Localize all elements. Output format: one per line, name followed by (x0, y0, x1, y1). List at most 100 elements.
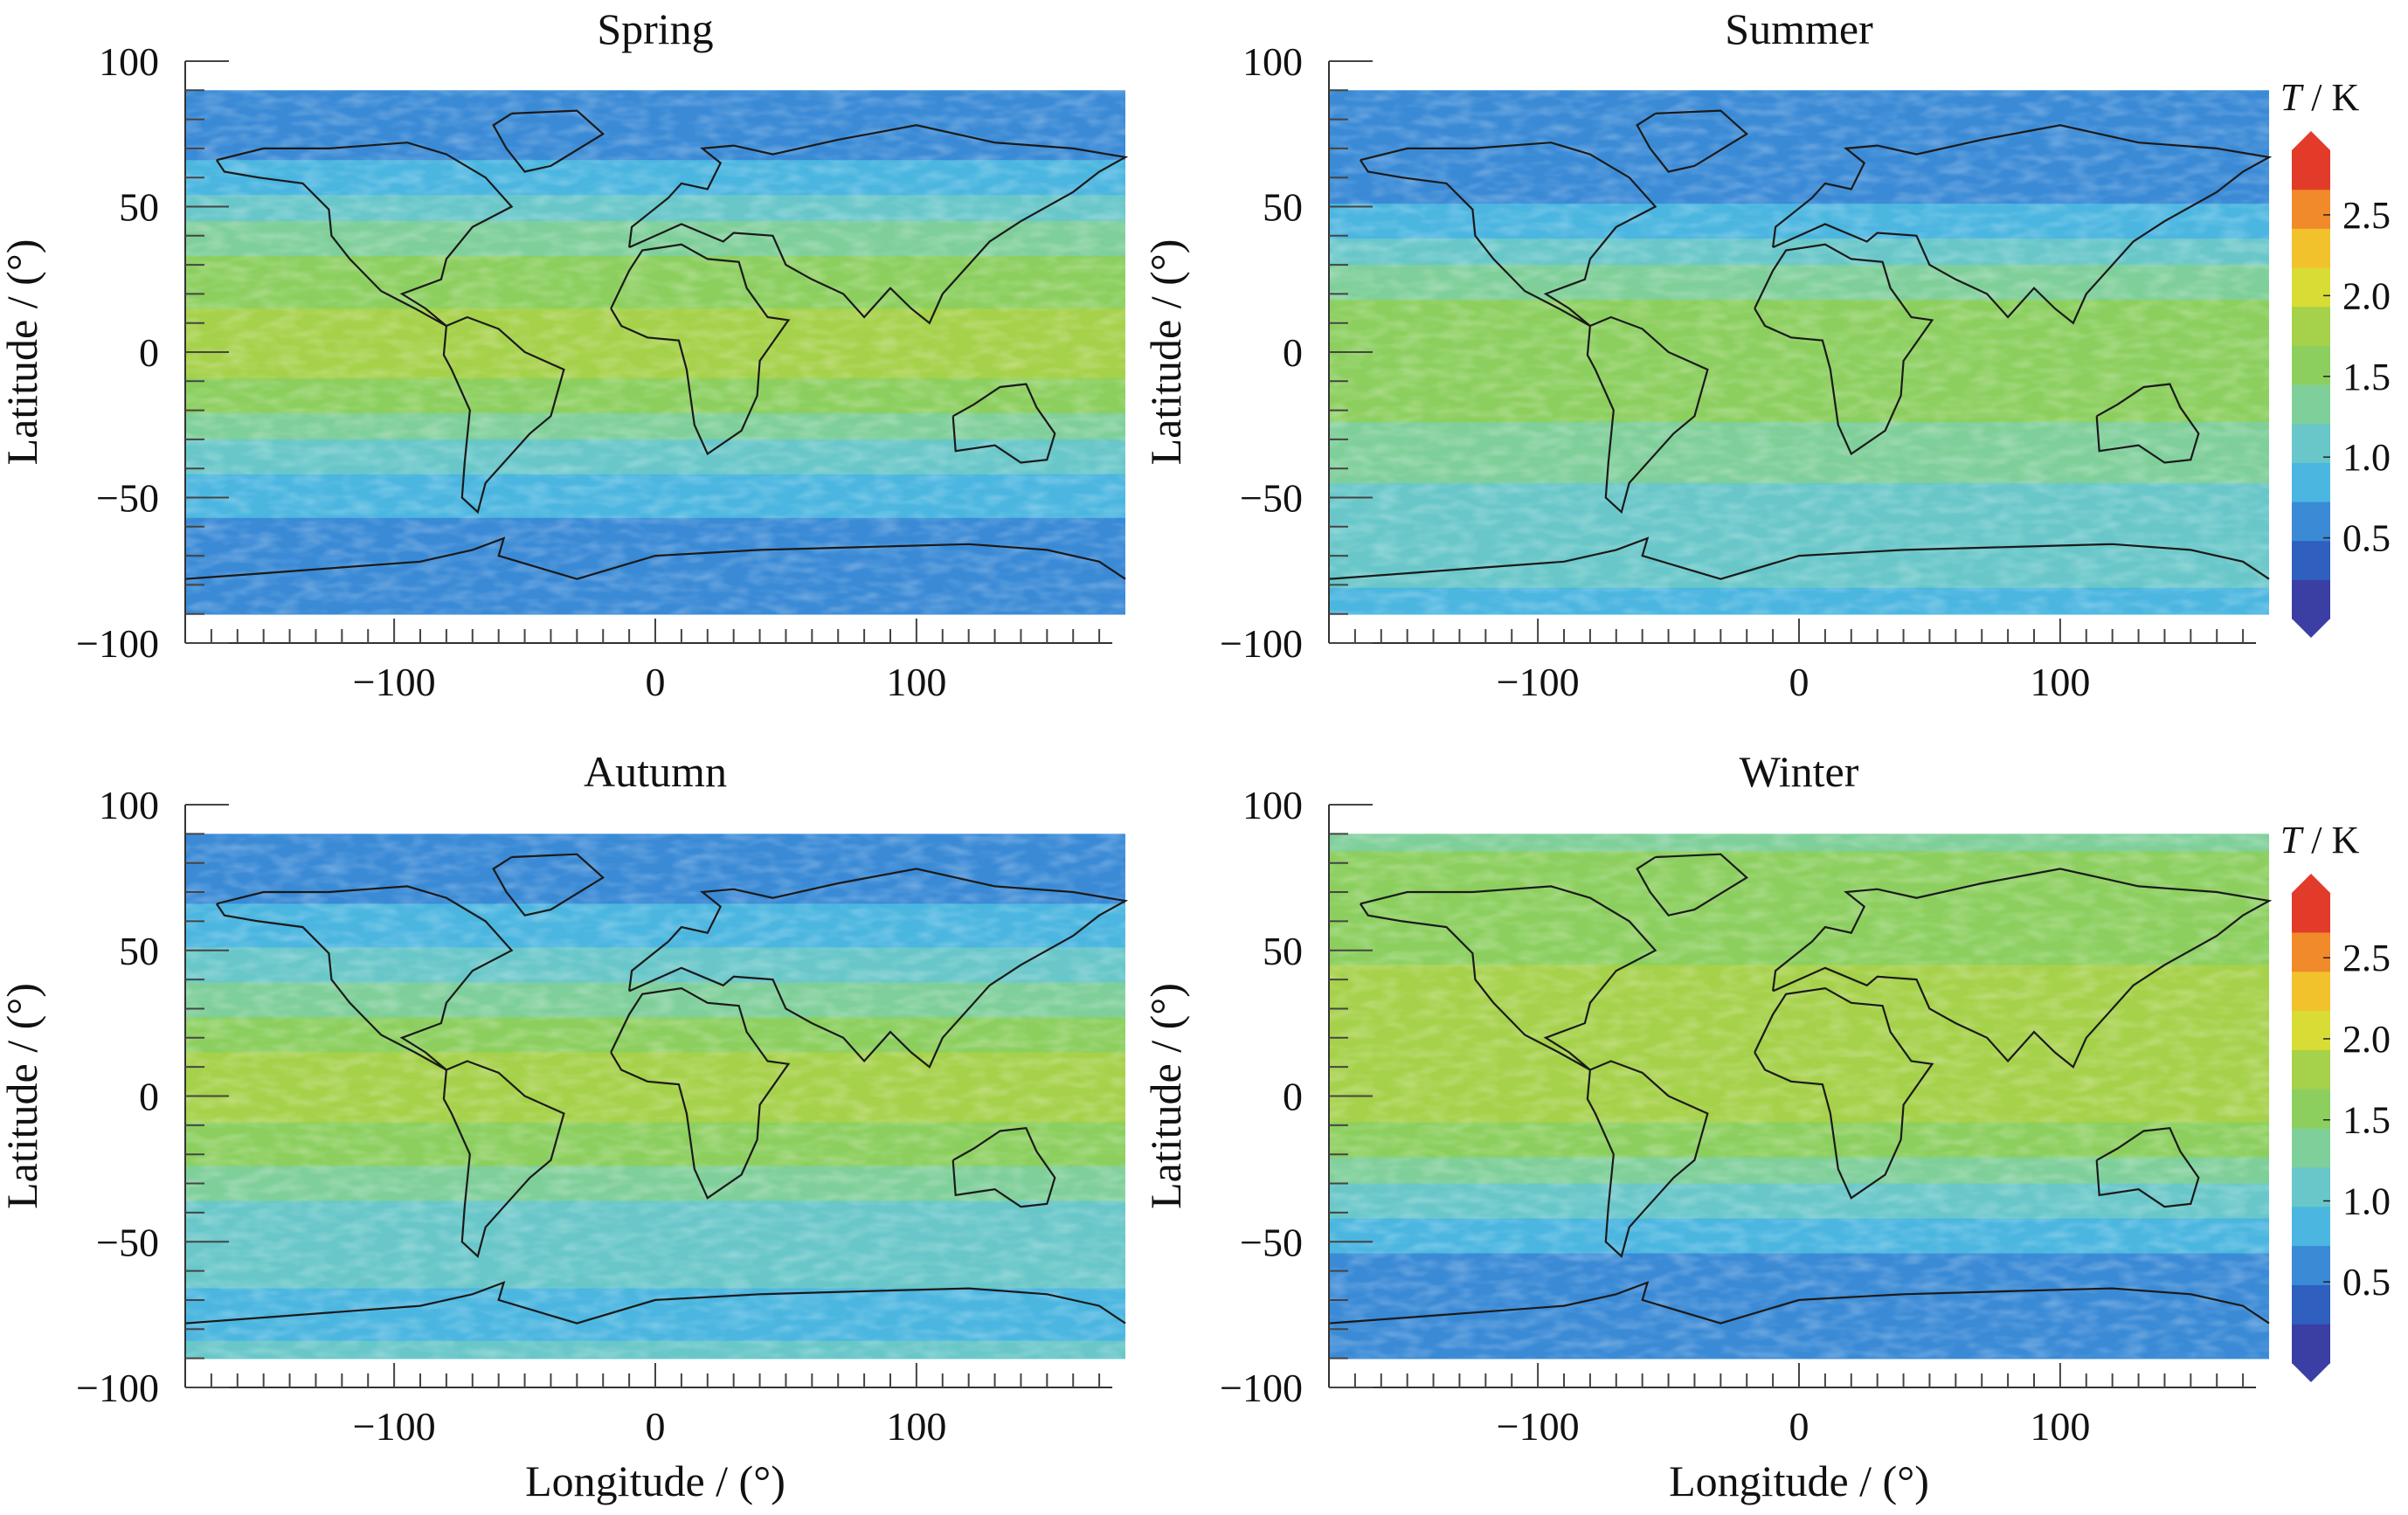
colorbar-swatch (2292, 306, 2330, 346)
colorbar-title: T / K (2280, 819, 2360, 861)
coastline-path (1359, 142, 1657, 327)
colorbar-swatch (2292, 345, 2330, 385)
y-tick-label: 50 (119, 929, 159, 973)
field-speckle (185, 90, 1125, 614)
coastline-path (184, 536, 1126, 580)
colorbar-min-arrow (2292, 1363, 2330, 1382)
y-tick-label: 0 (1283, 330, 1303, 375)
y-ticks: 100 50 0 −50 −100 (1220, 39, 1373, 666)
colorbar-tick-label: 0.5 (2342, 517, 2391, 560)
colorbar-swatch (2292, 1010, 2330, 1050)
x-tick-label: 100 (886, 1404, 946, 1449)
coastline-path (492, 853, 605, 917)
coastline-path (1586, 315, 1709, 515)
y-tick-label: 50 (1263, 929, 1303, 973)
coastline-path (442, 1060, 565, 1258)
coastline-path (1359, 885, 1657, 1071)
x-ticks: −100 0 100 (1353, 619, 2245, 704)
colorbar-swatch (2292, 1128, 2330, 1168)
coastline-path (628, 868, 1129, 1069)
y-tick-label: 100 (99, 783, 159, 827)
colorbar-swatch (2292, 1245, 2330, 1285)
colorbar-swatch (2292, 462, 2330, 502)
x-tick-label: 100 (2030, 660, 2090, 704)
y-tick-label: −50 (1240, 476, 1303, 521)
x-tick-label: −100 (353, 660, 436, 704)
colorbar-tick-label: 1.0 (2342, 1179, 2391, 1222)
y-tick-label: 0 (139, 330, 159, 375)
y-axis-title: Latitude / (°) (0, 239, 46, 466)
coastline-path (951, 383, 1056, 464)
y-tick-label: 100 (1242, 39, 1303, 84)
y-tick-label: −50 (96, 1220, 159, 1264)
colorbar-tick-label: 2.5 (2342, 937, 2391, 979)
coastline-path (628, 124, 1129, 325)
panel-title: Spring (597, 4, 713, 53)
colorbar-swatch (2292, 267, 2330, 308)
field-speckle (1329, 90, 2269, 614)
coastline-path (1754, 243, 1934, 456)
colorbar: 0.5 1.0 1.5 2.0 2.5 T / K (2280, 76, 2391, 638)
field-speckle (185, 834, 1125, 1359)
y-tick-label: −100 (76, 621, 159, 666)
field-speckle (1329, 834, 2269, 1359)
colorbar-swatch (2292, 1166, 2330, 1207)
coastlines (184, 109, 1129, 580)
coastline-path (215, 142, 514, 327)
coastline-path (442, 315, 565, 515)
x-tick-label: −100 (1497, 660, 1580, 704)
coastline-path (610, 986, 791, 1200)
y-tick-label: 100 (99, 39, 159, 84)
x-ticks: −100 0 100 (210, 1363, 1101, 1449)
x-tick-label: 0 (646, 660, 666, 704)
x-tick-label: 0 (646, 1404, 666, 1449)
y-axis-title: Latitude / (°) (0, 983, 46, 1209)
panel-autumn: 100 50 0 −50 −100 −100 0 100 Autumn Latitude / (°… (0, 747, 1129, 1505)
colorbar-swatch (2292, 893, 2330, 933)
colorbar-swatch (2292, 931, 2330, 972)
y-tick-label: 100 (1242, 783, 1303, 827)
colorbar-swatch (2292, 502, 2330, 542)
colorbar-title-symbol: T (2280, 819, 2305, 861)
x-axis-title: Longitude / (°) (525, 1456, 785, 1505)
colorbar-swatch (2292, 1089, 2330, 1129)
x-tick-label: −100 (1497, 1404, 1580, 1449)
colorbar-tick-label: 1.5 (2342, 1099, 2391, 1142)
colorbar-swatch (2292, 1049, 2330, 1090)
panel-spring: 100 50 0 −50 −100 −100 0 100 Spring Latitude / (°… (0, 4, 1129, 704)
colorbar-swatch (2292, 540, 2330, 580)
coastline-path (1328, 536, 2270, 580)
y-tick-label: 0 (1283, 1075, 1303, 1119)
coastline-path (2095, 383, 2200, 464)
y-ticks: 100 50 0 −50 −100 (76, 39, 229, 666)
coastline-path (610, 243, 791, 456)
x-tick-label: 100 (2030, 1404, 2090, 1449)
x-tick-label: −100 (353, 1404, 436, 1449)
colorbar-min-arrow (2292, 619, 2330, 638)
x-axis-title: Longitude / (°) (1669, 1456, 1929, 1505)
panel-title: Winter (1740, 747, 1859, 796)
coastline-path (2095, 1127, 2200, 1208)
colorbar-title-symbol: T (2280, 76, 2305, 119)
colorbar-tick-label: 2.5 (2342, 194, 2391, 237)
colorbar-title-unit: / K (2301, 819, 2359, 861)
y-axis-title: Latitude / (°) (1141, 239, 1190, 466)
x-ticks: −100 0 100 (210, 619, 1101, 704)
coastline-path (492, 109, 605, 173)
coastline-path (1636, 109, 1749, 173)
colorbar-swatch (2292, 971, 2330, 1012)
panel-title: Summer (1725, 4, 1873, 53)
colorbar-tick-label: 1.0 (2342, 436, 2391, 479)
colorbar-tick-label: 2.0 (2342, 1018, 2391, 1061)
coastlines (1328, 109, 2273, 580)
y-tick-label: −100 (1220, 621, 1303, 666)
y-tick-label: 0 (139, 1075, 159, 1119)
y-tick-label: −50 (96, 476, 159, 521)
colorbar-tick-label: 0.5 (2342, 1261, 2391, 1304)
colorbar-title-unit: / K (2301, 76, 2359, 119)
colorbar-tick-label: 1.5 (2342, 356, 2391, 398)
y-ticks: 100 50 0 −50 −100 (76, 783, 229, 1410)
x-tick-label: 0 (1789, 660, 1809, 704)
x-tick-label: 0 (1789, 1404, 1809, 1449)
